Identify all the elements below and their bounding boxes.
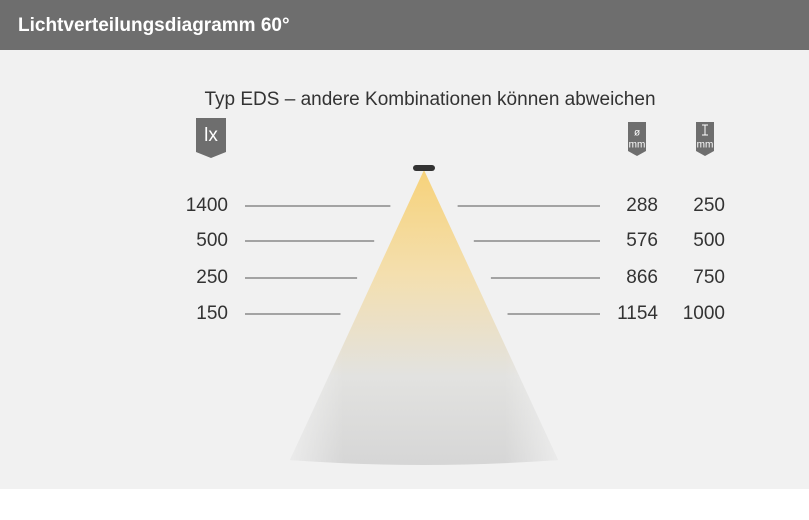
diameter-value: 576 <box>626 230 658 251</box>
page: Lichtverteilungsdiagramm 60° Typ EDS – a… <box>0 0 809 515</box>
diameter-symbol: ø <box>634 128 640 139</box>
distance-value: 500 <box>693 230 725 251</box>
header-title: Lichtverteilungsdiagramm 60° <box>18 15 290 36</box>
distance-value: 250 <box>693 195 725 216</box>
diagram: Lichtverteilungsdiagramm 60° Typ EDS – a… <box>0 0 809 515</box>
lamp <box>413 165 435 171</box>
illuminance-value: 150 <box>196 303 228 324</box>
subtitle: Typ EDS – andere Kombinationen können ab… <box>204 89 655 110</box>
diameter-unit: mm <box>629 140 646 151</box>
lux-unit: lx <box>204 125 218 146</box>
illuminance-value: 1400 <box>186 195 228 216</box>
distance-value: 750 <box>693 267 725 288</box>
diameter-value: 866 <box>626 267 658 288</box>
distance-unit: mm <box>697 140 714 151</box>
diameter-value: 1154 <box>617 303 658 324</box>
distance-value: 1000 <box>683 303 725 324</box>
diameter-value: 288 <box>626 195 658 216</box>
illuminance-value: 500 <box>196 230 228 251</box>
illuminance-value: 250 <box>196 267 228 288</box>
